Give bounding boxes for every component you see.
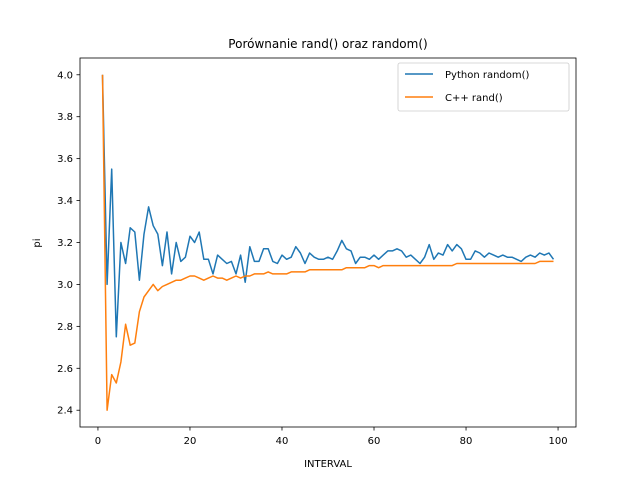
y-tick-label: 3.4 [57, 196, 73, 207]
y-tick-label: 3.2 [57, 238, 73, 249]
series-line-python [101, 74, 555, 338]
x-tick-label: 0 [95, 436, 101, 447]
y-tick-label: 3.0 [57, 280, 73, 291]
x-tick-label: 60 [368, 436, 381, 447]
x-axis-label: INTERVAL [304, 459, 352, 470]
y-tick-label: 2.4 [57, 406, 73, 417]
legend: Python random() C++ rand() [397, 62, 570, 112]
x-tick-label: 20 [184, 436, 197, 447]
chart-title: Porównanie rand() oraz random() [228, 37, 427, 51]
y-tick-label: 2.8 [57, 322, 73, 333]
y-axis-label: pi [32, 238, 43, 247]
x-tick-label: 80 [460, 436, 473, 447]
y-tick-label: 3.8 [57, 112, 73, 123]
legend-label-python: Python random() [445, 70, 530, 81]
y-tick-label: 2.6 [57, 364, 73, 375]
legend-box [397, 62, 570, 112]
y-tick-label: 3.6 [57, 154, 73, 165]
legend-label-cpp: C++ rand() [445, 93, 503, 104]
x-tick-label: 100 [549, 436, 568, 447]
x-axis-ticks: 0 20 40 60 80 100 [95, 427, 568, 447]
axes-frame [79, 57, 577, 428]
series-line-cpp [101, 74, 554, 411]
y-axis-ticks: 2.4 2.6 2.8 3.0 3.2 3.4 3.6 3.8 4.0 [57, 70, 80, 417]
y-tick-label: 4.0 [57, 70, 73, 81]
x-tick-label: 40 [276, 436, 289, 447]
plot-area [101, 74, 555, 411]
